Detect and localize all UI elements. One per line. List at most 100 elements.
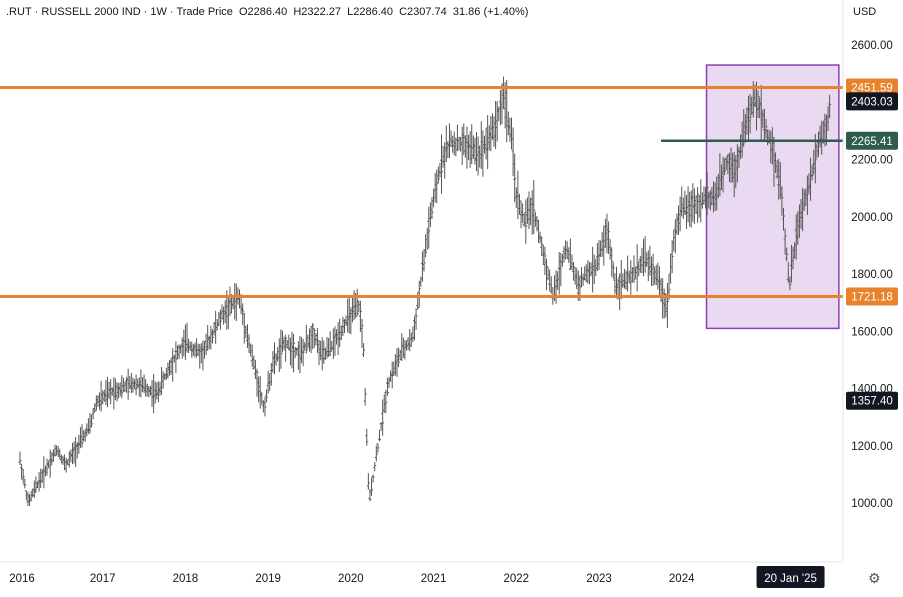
price-bar [376,443,380,453]
symbol-legend[interactable]: .RUT · RUSSELL 2000 IND · 1W · Trade Price … [6,6,529,18]
price-bar [634,266,638,279]
price-bar [347,295,351,334]
price-bar [618,273,622,311]
y-tick-label: 1200.00 [851,441,893,453]
gear-icon[interactable]: ⚙ [868,570,881,586]
price-bar [607,221,611,254]
price-bar [384,389,388,414]
price-bar [303,341,307,351]
price-bar [813,133,817,184]
price-bar [403,339,407,360]
price-bar [158,381,162,396]
price-bar [608,239,612,260]
price-bar [505,79,509,143]
price-bar [688,191,692,227]
price-bar [440,134,444,194]
price-bar [169,358,173,375]
price-bar [183,324,187,361]
price-bar [487,125,491,151]
price-bar [438,162,442,178]
price-bar [619,260,623,300]
price-bar [697,194,701,218]
price-bar [271,351,275,373]
price-bar [381,399,385,436]
legend-open: O2286.40 [238,6,288,18]
price-bar [484,127,488,160]
price-bar [654,264,658,286]
price-bar [447,123,451,159]
price-bar [45,458,49,476]
price-bar [449,130,453,147]
price-bar [350,296,354,323]
price-bar [579,266,583,288]
x-tick-label: 2022 [503,573,529,585]
price-bar [567,247,571,263]
price-bar [627,270,631,283]
price-bar [524,199,528,244]
price-bar [145,383,149,397]
price-bar [556,271,560,290]
price-bar [363,387,367,406]
price-bar [43,465,47,477]
price-bar [370,477,374,496]
price-bar [490,113,494,141]
price-bar [583,266,587,281]
price-bar [460,126,464,165]
level-label: 1721.18 [851,292,893,304]
price-bar [311,323,315,350]
price-bar [82,430,86,442]
price-bar [74,436,78,468]
price-bar [226,296,230,329]
price-bar [198,344,202,369]
x-tick-label: 2018 [173,573,199,585]
price-bar [476,136,480,176]
price-bar [510,117,514,150]
price-bar [581,273,585,286]
legend-low: L2286.40 [347,6,394,18]
price-bar [611,262,615,279]
legend-high: H2322.27 [293,6,342,18]
price-bar [452,131,456,156]
price-bar [177,344,181,360]
price-bar [475,132,479,172]
price-bar [622,268,626,289]
price-bar [400,333,404,362]
highlight-box [705,64,840,330]
price-bar [629,260,633,295]
price-bar [282,336,286,351]
price-bar [37,472,41,492]
price-bar [140,377,144,393]
currency-selector[interactable]: USD [853,6,877,18]
price-bar [661,278,665,319]
price-bar [255,368,259,397]
price-bar [185,322,189,353]
level-label-background [846,287,898,306]
price-bar [121,377,125,392]
price-bar [689,190,693,228]
level-label-background [846,78,898,97]
price-bar [53,444,57,457]
price-bar [266,370,270,394]
price-bar [331,328,335,359]
price-bar [538,231,542,244]
price-bar [327,337,331,357]
price-bar [28,493,32,506]
price-bar [136,378,140,388]
price-bar [164,367,168,380]
x-tick-label: 2023 [586,573,612,585]
price-bar [489,116,493,152]
price-bar [382,394,386,413]
price-bar [171,348,175,382]
price-bar [723,158,727,176]
price-bar [783,228,787,255]
price-bar [756,90,760,118]
x-tick-label: 2019 [255,573,281,585]
price-bar [335,329,339,345]
price-bar [207,335,211,350]
price-bar [511,127,515,177]
price-bar [152,374,156,414]
price-bar [602,225,606,266]
price-bar [540,236,544,257]
